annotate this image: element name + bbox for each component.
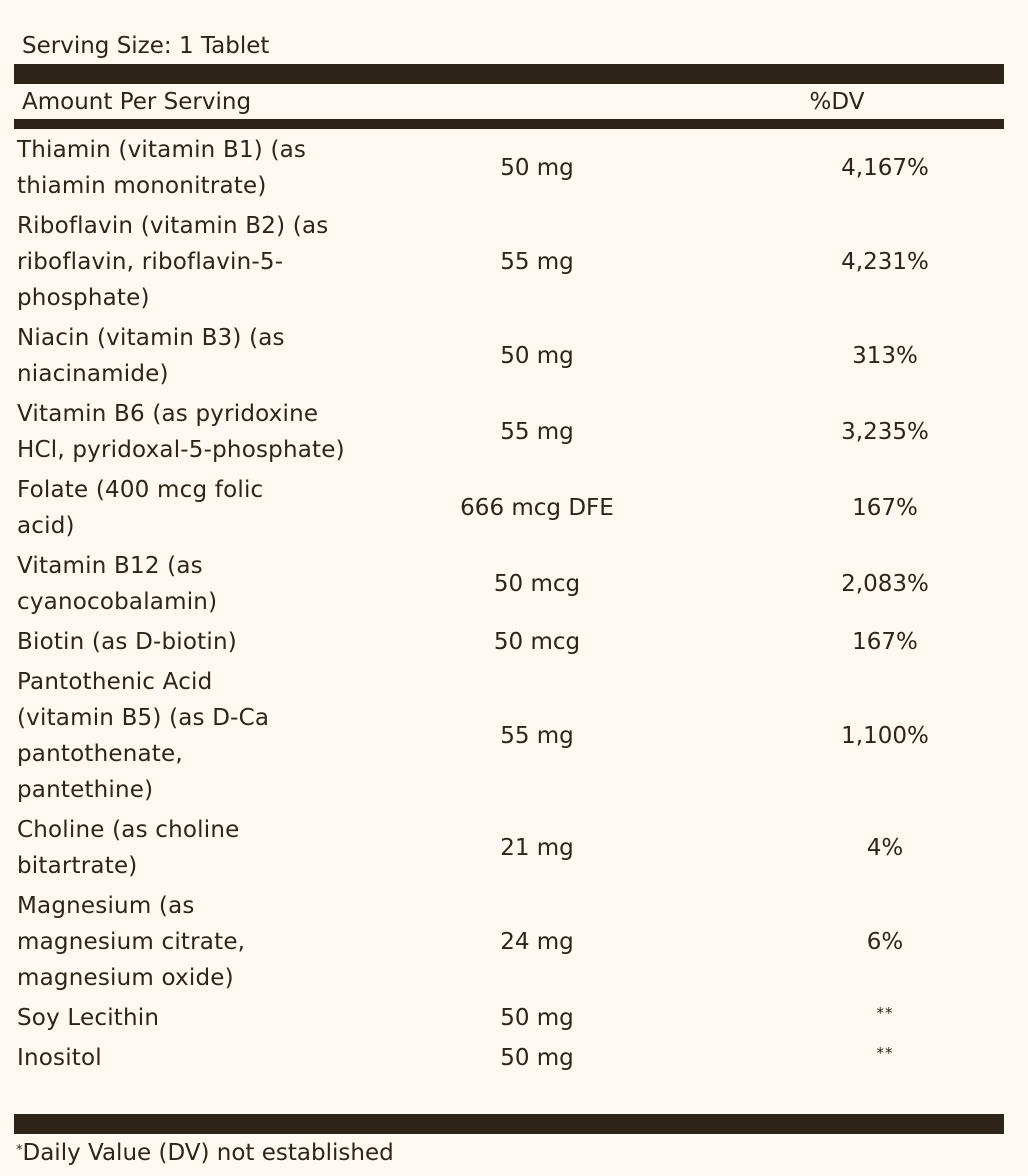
table-row: Riboflavin (vitamin B2) (as riboflavin, …	[14, 208, 1004, 316]
nutrient-dv-not-established: **	[876, 1004, 894, 1022]
nutrient-amount: 50 mcg	[493, 571, 581, 597]
table-row: Thiamin (vitamin B1) (as thiamin mononit…	[14, 132, 1004, 204]
nutrient-dv: 4%	[866, 835, 904, 861]
nutrient-name: Biotin (as D-biotin)	[17, 629, 237, 655]
table-row: Soy Lecithin 50 mg **	[14, 1000, 1004, 1036]
table-row: Folate (400 mcg folic acid) 666 mcg DFE …	[14, 472, 1004, 544]
nutrient-amount: 50 mg	[500, 1045, 574, 1071]
footnote: *Daily Value (DV) not established	[16, 1137, 394, 1169]
table-row: Choline (as choline bitartrate) 21 mg 4%	[14, 812, 1004, 884]
nutrient-table: Thiamin (vitamin B1) (as thiamin mononit…	[14, 132, 1004, 1080]
nutrient-dv: 4,167%	[841, 155, 929, 181]
nutrient-amount: 55 mg	[500, 249, 574, 275]
table-row: Niacin (vitamin B3) (as niacinamide) 50 …	[14, 320, 1004, 392]
nutrient-amount: 666 mcg DFE	[460, 495, 614, 521]
nutrient-name: Vitamin B6 (as pyridoxine HCl, pyridoxal…	[17, 401, 345, 463]
table-row: Pantothenic Acid (vitamin B5) (as D-Ca p…	[14, 664, 1004, 808]
nutrient-dv-not-established: **	[876, 1044, 894, 1062]
nutrient-dv: 2,083%	[841, 571, 929, 597]
table-header: Amount Per Serving %DV	[14, 84, 1004, 119]
top-divider-bar	[14, 64, 1004, 84]
nutrient-amount: 50 mg	[500, 1005, 574, 1031]
nutrient-dv: 167%	[852, 629, 918, 655]
nutrient-name: Soy Lecithin	[17, 1005, 160, 1031]
nutrient-dv: 4,231%	[841, 249, 929, 275]
table-row: Magnesium (as magnesium citrate, magnesi…	[14, 888, 1004, 996]
table-row: Biotin (as D-biotin) 50 mcg 167%	[14, 624, 1004, 660]
nutrient-amount: 24 mg	[500, 929, 574, 955]
nutrient-name: Vitamin B12 (as cyanocobalamin)	[17, 553, 218, 615]
table-row: Vitamin B12 (as cyanocobalamin) 50 mcg 2…	[14, 548, 1004, 620]
nutrient-dv: 167%	[852, 495, 918, 521]
nutrient-name: Pantothenic Acid (vitamin B5) (as D-Ca p…	[17, 669, 270, 803]
footnote-text: Daily Value (DV) not established	[22, 1140, 394, 1166]
serving-size: Serving Size: 1 Tablet	[22, 33, 270, 59]
bottom-divider-bar	[14, 1114, 1004, 1134]
footnote-marker: *	[16, 1143, 23, 1158]
nutrient-name: Niacin (vitamin B3) (as niacinamide)	[17, 325, 285, 387]
nutrient-amount: 55 mg	[500, 419, 574, 445]
nutrient-dv: 1,100%	[841, 723, 929, 749]
nutrient-amount: 50 mg	[500, 343, 574, 369]
amount-per-serving-header: Amount Per Serving	[22, 89, 252, 115]
table-row: Vitamin B6 (as pyridoxine HCl, pyridoxal…	[14, 396, 1004, 468]
dv-header: %DV	[809, 89, 865, 115]
nutrient-name: Magnesium (as magnesium citrate, magnesi…	[17, 893, 246, 991]
nutrient-name: Inositol	[17, 1045, 102, 1071]
nutrient-dv: 6%	[866, 929, 904, 955]
table-row: Inositol 50 mg **	[14, 1040, 1004, 1076]
header-divider-bar	[14, 119, 1004, 129]
nutrient-dv: 313%	[852, 343, 918, 369]
nutrient-name: Folate (400 mcg folic acid)	[17, 477, 264, 539]
nutrient-name: Riboflavin (vitamin B2) (as riboflavin, …	[17, 213, 329, 311]
nutrient-amount: 50 mg	[500, 155, 574, 181]
nutrient-name: Thiamin (vitamin B1) (as thiamin mononit…	[17, 137, 307, 199]
nutrient-dv: 3,235%	[841, 419, 929, 445]
nutrient-amount: 21 mg	[500, 835, 574, 861]
nutrient-amount: 50 mcg	[493, 629, 581, 655]
nutrient-amount: 55 mg	[500, 723, 574, 749]
nutrient-name: Choline (as choline bitartrate)	[17, 817, 240, 879]
